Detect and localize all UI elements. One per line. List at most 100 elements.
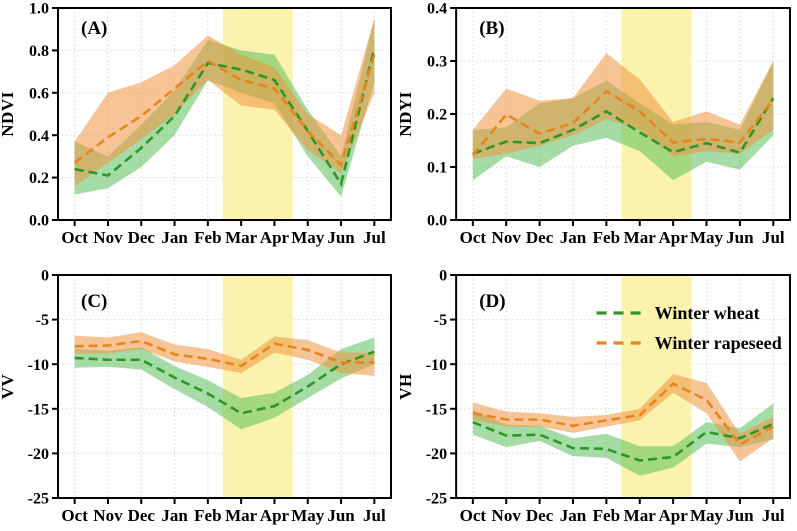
y-tick-label: 0 bbox=[41, 268, 49, 285]
month-tick-label: Apr bbox=[658, 506, 688, 525]
legend: Winter wheat Winter rapeseed bbox=[596, 303, 782, 353]
month-tick-label: Nov bbox=[492, 228, 522, 247]
legend-label-winter-wheat: Winter wheat bbox=[655, 303, 760, 323]
panel-c-vv: -25 -20 -15 -10 -5 0 Oct Nov Dec Jan Feb Mar Apr May J… bbox=[0, 265, 398, 531]
month-tick-label: Feb bbox=[593, 506, 620, 525]
winter-rapeseed-confidence-band bbox=[74, 18, 375, 187]
month-tick-label: Apr bbox=[260, 506, 290, 525]
month-tick-label: Dec bbox=[526, 506, 554, 525]
panel-label: (C) bbox=[81, 291, 107, 312]
month-tick-label: May bbox=[291, 228, 325, 247]
month-tick-label: Jan bbox=[560, 228, 587, 247]
month-tick-label: Oct bbox=[460, 228, 487, 247]
winter-wheat-confidence-band bbox=[74, 337, 375, 430]
winter-wheat-confidence-band bbox=[472, 403, 774, 476]
y-tick-label: -15 bbox=[28, 401, 49, 418]
y-tick-label: 0.0 bbox=[427, 213, 447, 230]
y-tick-label: 0.2 bbox=[29, 170, 49, 187]
month-tick-label: Apr bbox=[658, 228, 688, 247]
x-axis: Oct Nov Dec Jan Feb Mar Apr May Jun Jul bbox=[61, 498, 386, 525]
winter-wheat-line bbox=[74, 47, 376, 188]
month-tick-label: Mar bbox=[225, 228, 258, 247]
panel-label: (A) bbox=[81, 18, 107, 39]
y-tick-label: -25 bbox=[426, 491, 447, 508]
panel-b-ndyi: 0.0 0.1 0.2 0.3 0.4 Oct Nov Dec Jan Feb Mar Apr May J… bbox=[398, 0, 797, 265]
month-tick-label: Dec bbox=[128, 228, 156, 247]
month-tick-label: Nov bbox=[93, 228, 123, 247]
month-tick-label: Jul bbox=[363, 228, 386, 247]
winter-rapeseed-confidence-band bbox=[472, 53, 774, 160]
x-axis: Oct Nov Dec Jan Feb Mar Apr May Jun Jul bbox=[61, 220, 386, 247]
y-tick-label: 0.4 bbox=[427, 1, 447, 18]
ndvi-chart: 0.0 0.2 0.4 0.6 0.8 1.0 Oct Nov Dec Jan Feb Mar Apr M… bbox=[0, 1, 392, 247]
y-axis-title: VH bbox=[398, 373, 415, 399]
y-tick-label: -20 bbox=[28, 446, 49, 463]
month-tick-label: Mar bbox=[225, 506, 258, 525]
winter-wheat-line bbox=[472, 420, 774, 462]
month-tick-label: Jan bbox=[161, 506, 188, 525]
y-tick-label: -5 bbox=[36, 312, 49, 329]
month-tick-label: Apr bbox=[260, 228, 290, 247]
month-tick-label: Nov bbox=[492, 506, 522, 525]
y-axis-title: VV bbox=[0, 374, 17, 400]
month-tick-label: Mar bbox=[624, 506, 657, 525]
panel-label: (B) bbox=[479, 18, 504, 39]
month-tick-label: Oct bbox=[460, 506, 487, 525]
winter-rapeseed-line bbox=[73, 54, 376, 168]
winter-wheat-line bbox=[74, 350, 375, 415]
plot-border bbox=[455, 274, 791, 499]
y-tick-label: 1.0 bbox=[29, 1, 49, 18]
y-tick-label: 0.8 bbox=[29, 43, 49, 60]
y-tick-label: -15 bbox=[426, 401, 447, 418]
month-tick-label: Jun bbox=[726, 228, 754, 247]
month-tick-label: Dec bbox=[526, 228, 554, 247]
month-tick-label: Jun bbox=[726, 506, 754, 525]
winter-wheat-confidence-band bbox=[74, 18, 375, 197]
x-axis: Oct Nov Dec Jan Feb Mar Apr May Jun Jul bbox=[460, 498, 785, 525]
y-axis-title: NDYI bbox=[398, 91, 415, 136]
x-axis: Oct Nov Dec Jan Feb Mar Apr May Jun Jul bbox=[460, 220, 785, 247]
y-tick-label: -20 bbox=[426, 446, 447, 463]
month-tick-label: Feb bbox=[194, 228, 221, 247]
month-tick-label: Jul bbox=[762, 506, 785, 525]
y-tick-label: 0.0 bbox=[29, 213, 49, 230]
winter-rapeseed-line bbox=[471, 89, 775, 157]
y-tick-label: -5 bbox=[434, 312, 447, 329]
y-axis: 0.0 0.2 0.4 0.6 0.8 1.0 bbox=[29, 1, 58, 230]
highlight-band bbox=[222, 275, 293, 498]
month-tick-label: May bbox=[690, 228, 724, 247]
y-tick-label: 0.4 bbox=[29, 128, 49, 145]
month-tick-label: Jun bbox=[327, 506, 355, 525]
month-tick-label: Jul bbox=[363, 506, 386, 525]
month-tick-label: May bbox=[291, 506, 325, 525]
y-tick-label: 0.6 bbox=[29, 85, 49, 102]
y-tick-label: 0.1 bbox=[427, 160, 447, 177]
y-axis-title: NDVI bbox=[0, 91, 17, 136]
month-tick-label: Nov bbox=[93, 506, 123, 525]
y-tick-label: -10 bbox=[426, 357, 447, 374]
month-tick-label: Feb bbox=[194, 506, 221, 525]
plot-border bbox=[57, 7, 392, 221]
month-tick-label: Dec bbox=[128, 506, 156, 525]
month-tick-label: Jan bbox=[161, 228, 188, 247]
month-tick-label: Jun bbox=[327, 228, 355, 247]
month-tick-label: Feb bbox=[593, 228, 620, 247]
y-tick-label: 0.2 bbox=[427, 107, 447, 124]
month-tick-label: Oct bbox=[61, 506, 88, 525]
plot-border bbox=[57, 274, 392, 499]
winter-wheat-line bbox=[472, 97, 775, 155]
panel-label: (D) bbox=[479, 291, 505, 312]
winter-rapeseed-line bbox=[74, 339, 375, 368]
month-tick-label: May bbox=[690, 506, 724, 525]
y-tick-label: -25 bbox=[28, 491, 49, 508]
winter-rapeseed-line bbox=[472, 382, 774, 447]
month-tick-label: Mar bbox=[624, 228, 657, 247]
month-tick-label: Jan bbox=[560, 506, 587, 525]
legend-label-winter-rapeseed: Winter rapeseed bbox=[655, 333, 782, 353]
month-tick-label: Jul bbox=[762, 228, 785, 247]
panel-d-vh: -25 -20 -15 -10 -5 0 Oct Nov Dec Jan Feb Mar Apr May J… bbox=[398, 265, 797, 531]
y-axis: 0.0 0.1 0.2 0.3 0.4 bbox=[427, 1, 457, 230]
